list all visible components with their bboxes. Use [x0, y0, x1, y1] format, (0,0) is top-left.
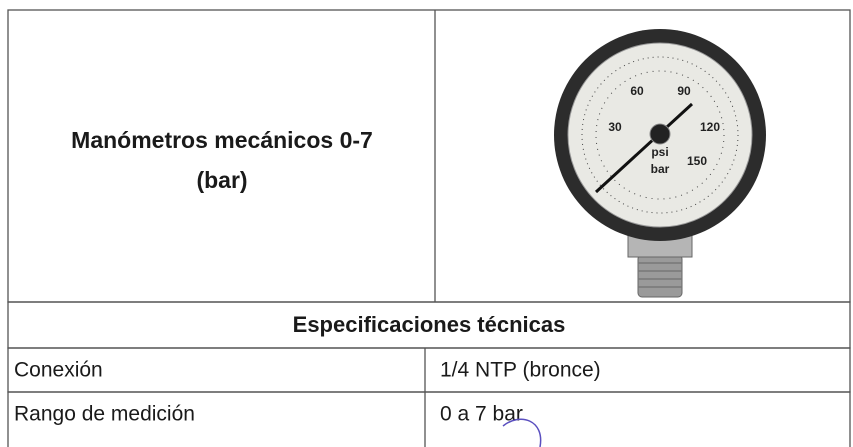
gauge-label: 150	[687, 154, 707, 168]
gauge-label: 90	[677, 84, 691, 98]
thread-lines	[638, 262, 682, 288]
spec-label: Rango de medición	[14, 403, 195, 426]
product-title: Manómetros mecánicos 0-7	[71, 127, 373, 153]
gauge-image: 30 60 90 120 150 psi bar	[554, 29, 766, 298]
gauge-thread	[637, 254, 683, 298]
pen-mark	[502, 418, 542, 447]
gauge-scale	[581, 56, 739, 214]
specs-heading: Especificaciones técnicas	[293, 312, 566, 337]
gauge-label: 120	[700, 120, 720, 134]
gauge-unit: bar	[651, 162, 670, 176]
spec-value: 1/4 NTP (bronce)	[440, 359, 601, 382]
gauge-hub	[649, 123, 671, 145]
spec-label: Conexión	[14, 359, 103, 382]
product-title: (bar)	[196, 167, 247, 193]
spec-value: 0 a 7 bar	[440, 403, 523, 426]
gauge-unit: psi	[651, 145, 668, 159]
gauge-label: 60	[630, 84, 644, 98]
spec-row	[7, 391, 851, 447]
gauge-scale	[595, 70, 725, 200]
gauge-label: 30	[608, 120, 622, 134]
gauge-needle	[594, 102, 694, 194]
